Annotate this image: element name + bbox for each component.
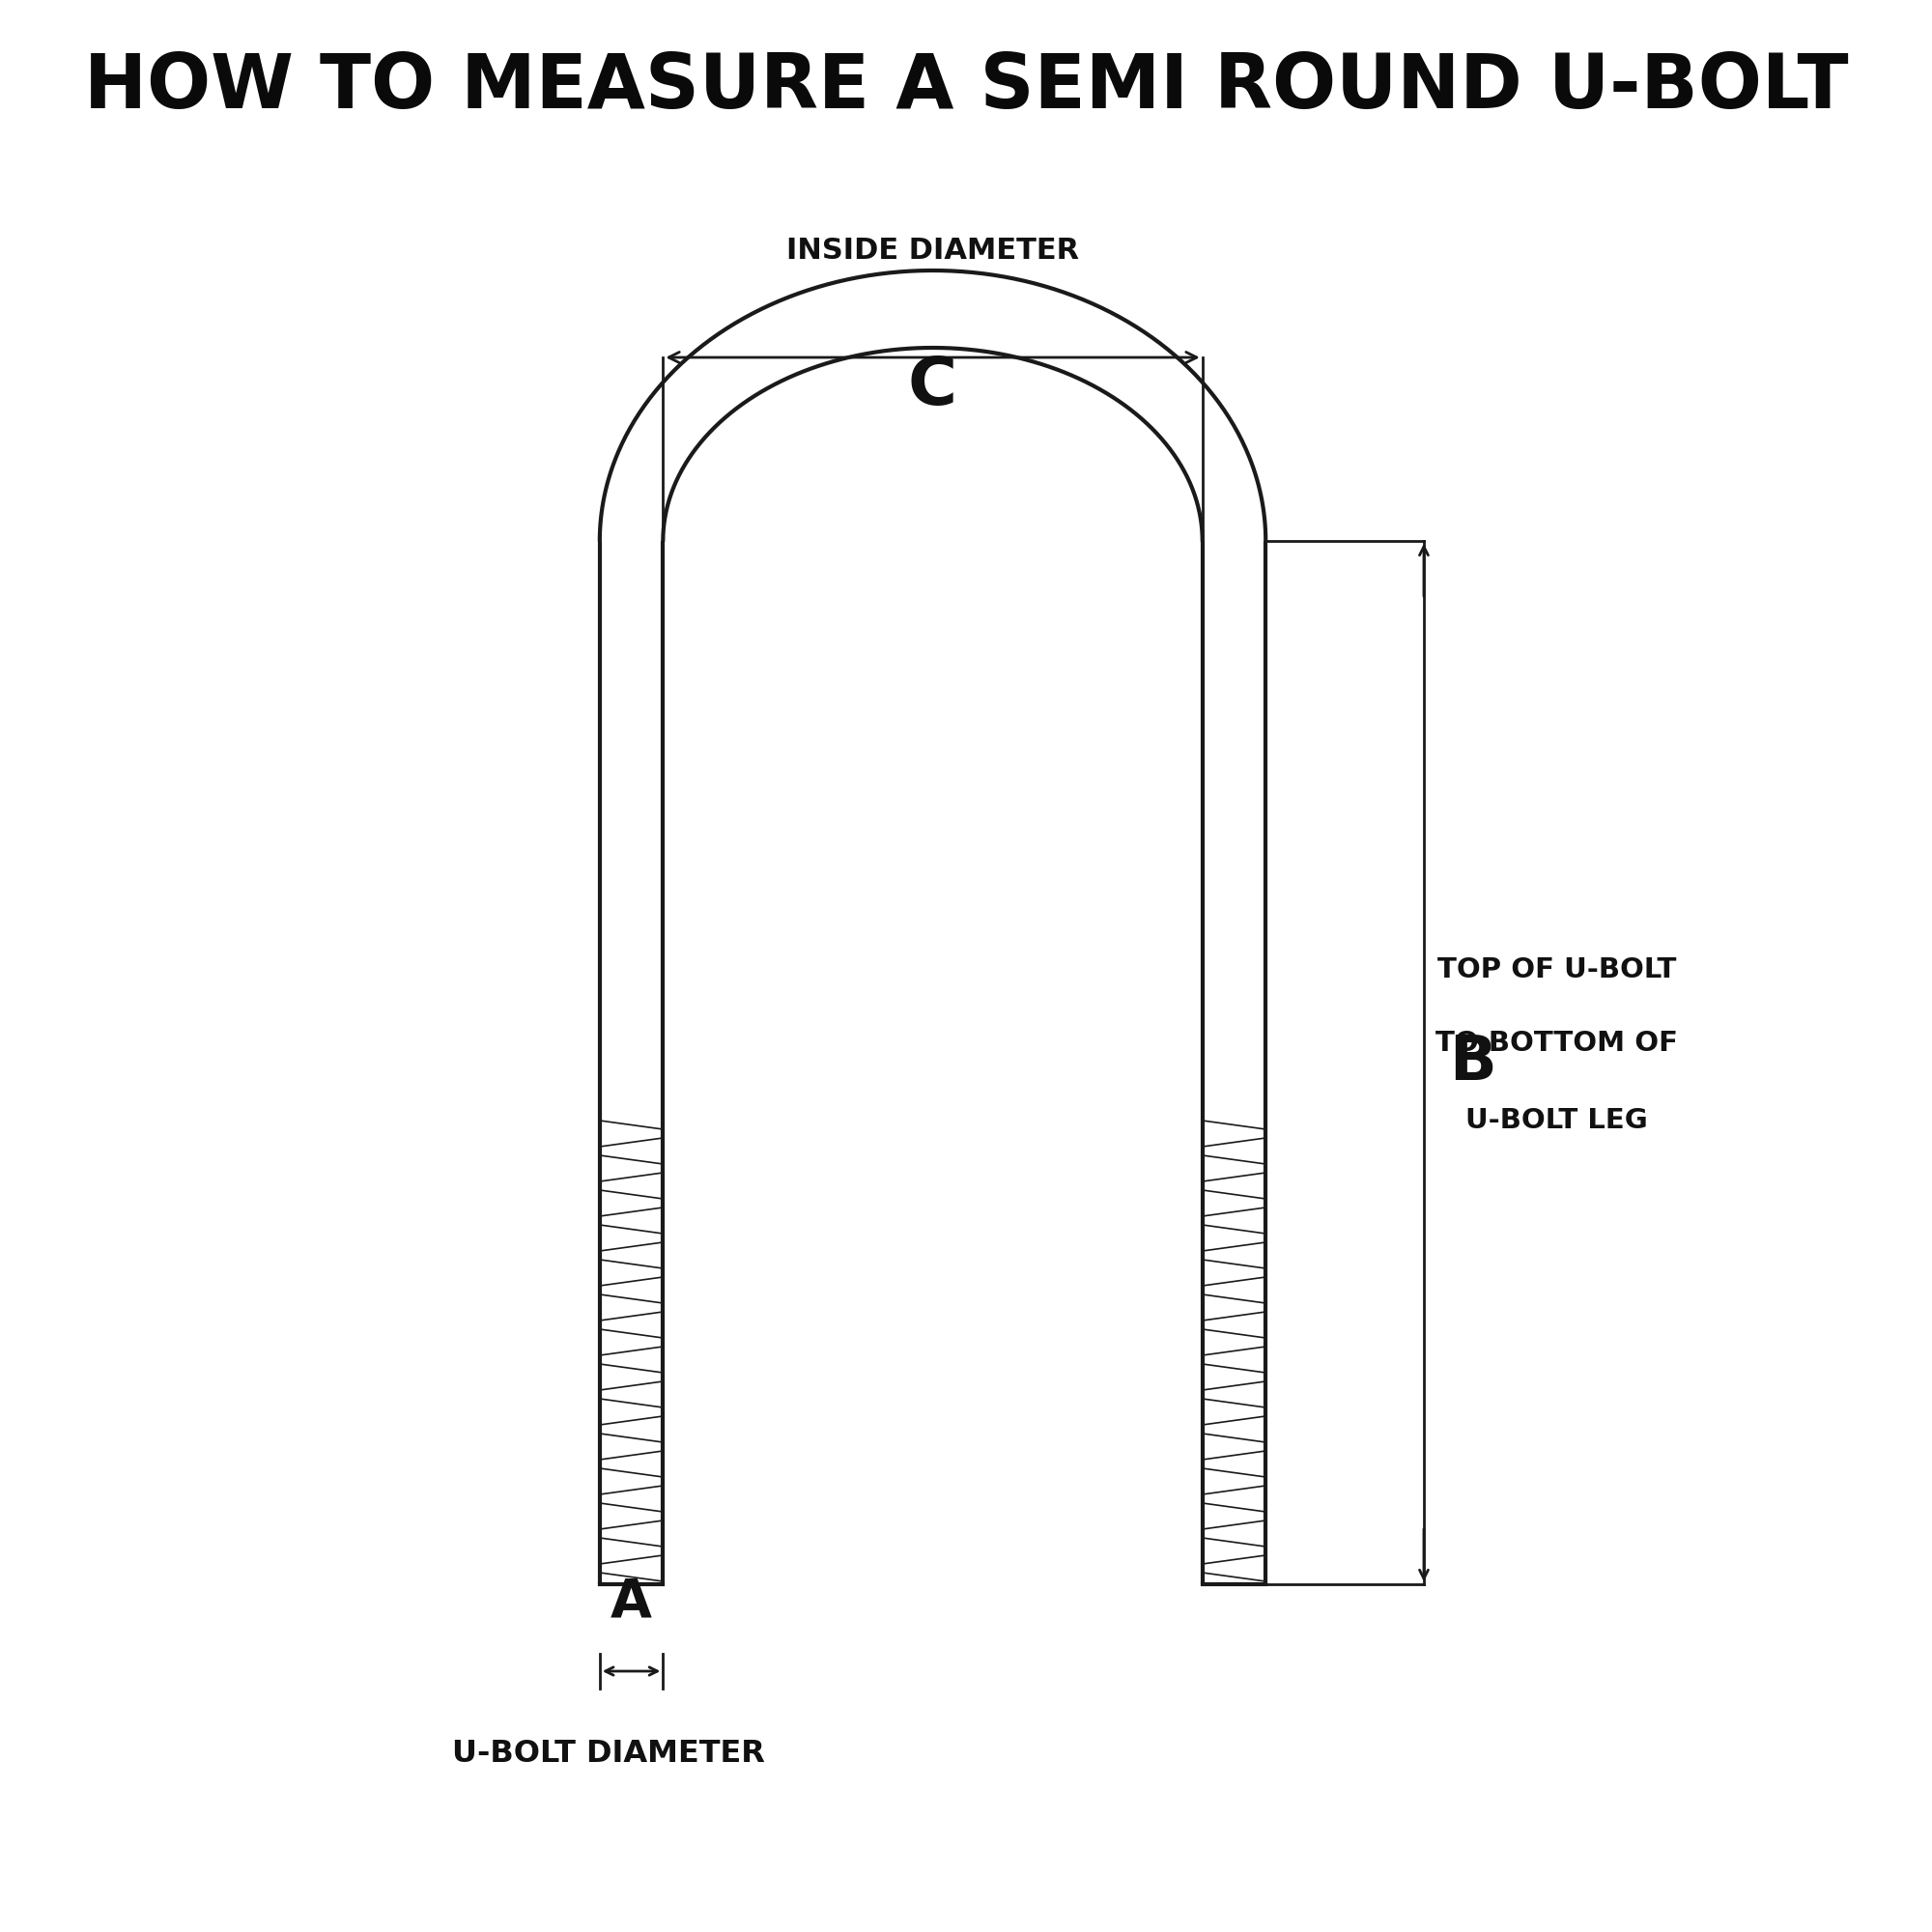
Text: TOP OF U-BOLT: TOP OF U-BOLT — [1437, 956, 1677, 983]
Text: INSIDE DIAMETER: INSIDE DIAMETER — [786, 238, 1080, 265]
Text: U-BOLT DIAMETER: U-BOLT DIAMETER — [452, 1739, 765, 1770]
Text: TO BOTTOM OF: TO BOTTOM OF — [1435, 1030, 1679, 1057]
Text: C: C — [908, 354, 958, 419]
Text: U-BOLT LEG: U-BOLT LEG — [1466, 1107, 1648, 1134]
Text: A: A — [611, 1577, 653, 1629]
Text: HOW TO MEASURE A SEMI ROUND U-BOLT: HOW TO MEASURE A SEMI ROUND U-BOLT — [83, 50, 1849, 124]
Text: B: B — [1449, 1032, 1495, 1094]
